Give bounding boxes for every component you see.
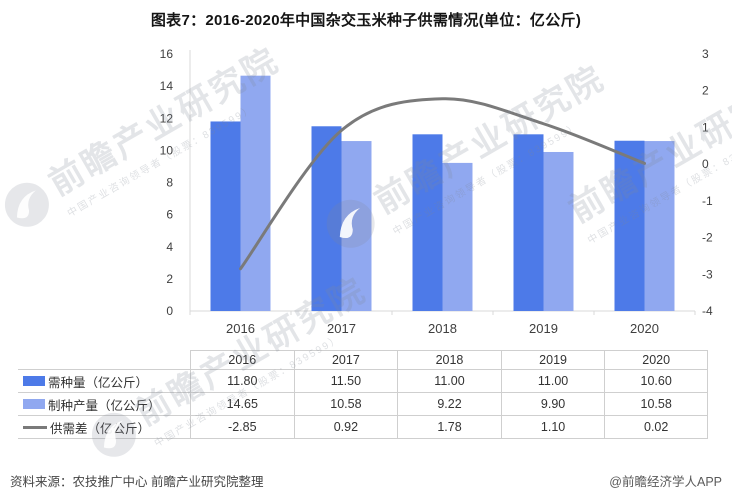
table-value-cell: 9.90 <box>500 393 605 416</box>
left-axis-tick-label: 14 <box>160 79 174 93</box>
data-table: 2016 2017 2018 2019 2020 需种量（亿公斤） 11.80 11.50 11… <box>18 350 708 439</box>
bar-demand <box>614 140 645 311</box>
bar-demand <box>513 134 544 311</box>
x-axis-category-label: 2017 <box>327 321 356 336</box>
left-axis-tick-label: 10 <box>160 143 174 157</box>
x-axis-category-label: 2016 <box>226 321 255 336</box>
bar-production <box>543 151 574 311</box>
table-value-cell: 11.80 <box>190 370 294 393</box>
left-axis-tick-label: 8 <box>166 176 173 190</box>
legend-bar-swatch <box>23 376 45 386</box>
table-col-header: 2016 <box>190 350 294 370</box>
source-note: 资料来源：农技推广中心 前瞻产业研究院整理 <box>10 475 264 489</box>
right-axis-tick-label: 2 <box>702 84 709 98</box>
legend-line-swatch <box>23 425 47 429</box>
left-axis-tick-label: 0 <box>166 304 173 318</box>
left-axis-tick-label: 12 <box>160 111 174 125</box>
table-value-cell: 11.50 <box>293 370 398 393</box>
table-value-cell: -2.85 <box>190 416 294 439</box>
table-value-cell: 11.00 <box>500 370 605 393</box>
right-axis-tick-label: -2 <box>702 231 713 245</box>
table-col-header: 2017 <box>293 350 398 370</box>
bar-demand <box>412 134 443 311</box>
table-corner-cell <box>18 350 190 370</box>
legend-label: 需种量（亿公斤） <box>48 375 149 390</box>
legend-label: 制种产量（亿公斤） <box>48 398 161 413</box>
table-value-cell: 14.65 <box>190 393 294 416</box>
bar-production <box>240 75 271 311</box>
left-axis-tick-label: 16 <box>160 47 174 61</box>
footer: 资料来源：农技推广中心 前瞻产业研究院整理 @前瞻经济学人APP <box>10 471 722 490</box>
bar-demand <box>311 126 342 311</box>
bar-demand <box>210 121 241 312</box>
legend-item: 需种量（亿公斤） <box>18 370 190 393</box>
bar-production <box>341 141 372 311</box>
bar-production <box>644 141 675 311</box>
table-value-cell: 9.22 <box>397 393 501 416</box>
table-value-cell: 1.78 <box>397 416 501 439</box>
table-value-cell: 0.92 <box>293 416 398 439</box>
bar-production <box>442 162 473 311</box>
table-col-header: 2019 <box>500 350 605 370</box>
legend-label: 供需差（亿公斤） <box>50 421 151 436</box>
x-axis-category-label: 2019 <box>529 321 558 336</box>
left-axis-tick-label: 4 <box>166 240 173 254</box>
table-col-header: 2018 <box>397 350 501 370</box>
legend-item: 供需差（亿公斤） <box>18 416 190 439</box>
right-axis-tick-label: 3 <box>702 47 709 61</box>
x-axis-category-label: 2018 <box>428 321 457 336</box>
right-axis-tick-label: -4 <box>702 304 713 318</box>
legend-item: 制种产量（亿公斤） <box>18 393 190 416</box>
table-value-cell: 10.60 <box>604 370 708 393</box>
right-axis-tick-label: 0 <box>702 157 709 171</box>
legend-bar-swatch <box>23 399 45 409</box>
chart-title: 图表7：2016-2020年中国杂交玉米种子供需情况(单位：亿公斤) <box>150 12 582 29</box>
table-value-cell: 10.58 <box>604 393 708 416</box>
table-value-cell: 10.58 <box>293 393 398 416</box>
right-axis-tick-label: 1 <box>702 120 709 134</box>
table-value-cell: 1.10 <box>500 416 605 439</box>
gap-line <box>239 97 646 271</box>
x-axis-category-label: 2020 <box>630 321 659 336</box>
right-axis-tick-label: -3 <box>702 267 713 281</box>
left-axis-tick-label: 2 <box>166 272 173 286</box>
table-value-cell: 0.02 <box>604 416 708 439</box>
credit-note: @前瞻经济学人APP <box>609 475 722 489</box>
left-axis-tick-label: 6 <box>166 208 173 222</box>
table-col-header: 2020 <box>604 350 708 370</box>
right-axis-tick-label: -1 <box>702 194 713 208</box>
table-value-cell: 11.00 <box>397 370 501 393</box>
